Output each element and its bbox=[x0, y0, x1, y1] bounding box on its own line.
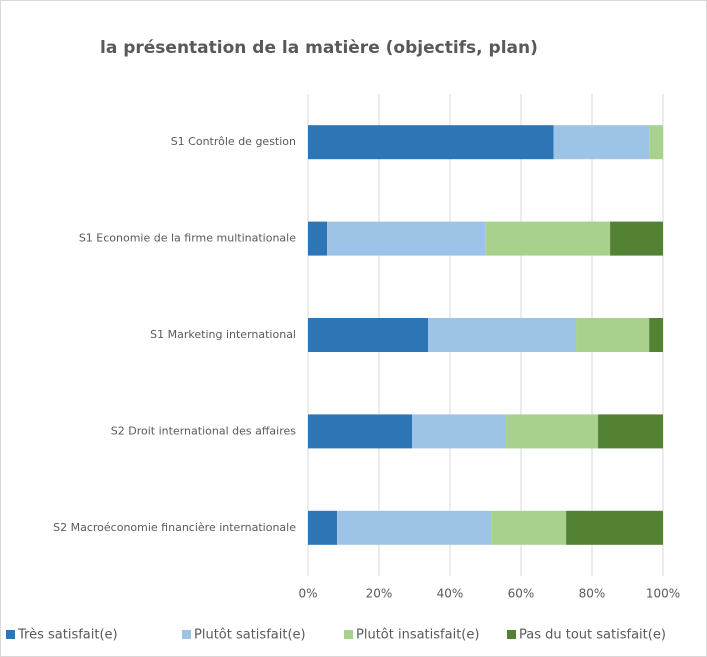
bar-segment bbox=[485, 221, 611, 256]
bar-segment bbox=[327, 221, 486, 256]
bar-segment bbox=[553, 125, 650, 160]
legend-label: Pas du tout satisfait(e) bbox=[519, 628, 666, 643]
chart-title: la présentation de la matière (objectifs… bbox=[100, 38, 538, 58]
legend-label: Plutôt insatisfait(e) bbox=[356, 628, 479, 643]
bar-segment bbox=[649, 318, 663, 352]
x-tick-label: 40% bbox=[437, 587, 464, 601]
bar-segment bbox=[576, 318, 650, 352]
bar-segment bbox=[308, 221, 328, 256]
y-tick-label: S1 Economie de la firme multinationale bbox=[79, 232, 296, 245]
bar-segment bbox=[491, 510, 567, 545]
bar-segment bbox=[610, 221, 663, 256]
y-tick-label: S1 Marketing international bbox=[150, 328, 296, 341]
legend-swatch bbox=[507, 630, 516, 639]
y-tick-label: S2 Macroéconomie financière internationa… bbox=[53, 521, 296, 534]
bar-segment bbox=[308, 510, 338, 545]
legend-swatch bbox=[6, 630, 15, 639]
x-tick-label: 100% bbox=[646, 587, 680, 601]
bar-segment bbox=[649, 125, 663, 160]
bar-segment bbox=[412, 414, 507, 449]
legend-swatch bbox=[344, 630, 353, 639]
x-tick-label: 0% bbox=[298, 587, 317, 601]
bar-segment bbox=[506, 414, 599, 449]
bar-segment bbox=[308, 125, 554, 160]
bar-segment bbox=[308, 414, 413, 449]
x-tick-label: 20% bbox=[366, 587, 393, 601]
x-tick-label: 80% bbox=[579, 587, 606, 601]
legend-label: Plutôt satisfait(e) bbox=[194, 628, 306, 643]
legend-label: Très satisfait(e) bbox=[17, 628, 118, 643]
bar-segment bbox=[598, 414, 663, 449]
x-tick-label: 60% bbox=[508, 587, 535, 601]
legend-swatch bbox=[182, 630, 191, 639]
bar-segment bbox=[337, 510, 492, 545]
bar-segment bbox=[427, 318, 577, 352]
y-tick-label: S2 Droit international des affaires bbox=[111, 424, 296, 437]
bar-segment bbox=[308, 318, 428, 352]
bar-segment bbox=[566, 510, 663, 545]
y-tick-label: S1 Contrôle de gestion bbox=[171, 135, 296, 148]
